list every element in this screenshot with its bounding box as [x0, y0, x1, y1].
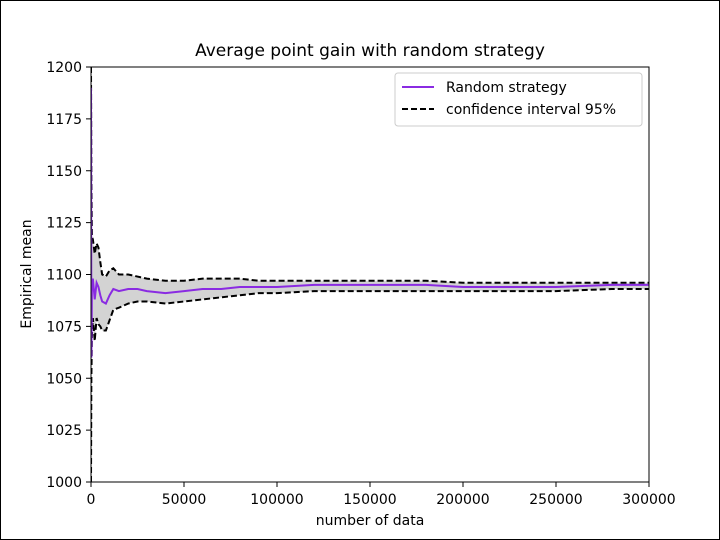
y-tick-label: 1125	[46, 216, 82, 232]
y-tick-label: 1075	[46, 319, 82, 335]
y-tick-label: 1175	[46, 112, 82, 128]
confidence-band-fill	[91, 67, 649, 482]
x-axis-label: number of data	[316, 513, 425, 529]
x-tick-label: 50000	[162, 492, 207, 508]
x-tick-label: 0	[87, 492, 96, 508]
x-tick-label: 300000	[622, 492, 675, 508]
x-tick-label: 200000	[436, 492, 489, 508]
legend-entry-confidence-interval: confidence interval 95%	[446, 102, 616, 118]
x-tick-label: 150000	[343, 492, 396, 508]
legend-box	[394, 72, 643, 127]
ci-lower-line	[91, 288, 649, 482]
ci-upper-line	[91, 67, 649, 284]
y-tick-label: 1000	[46, 475, 82, 491]
y-tick-label: 1150	[46, 164, 82, 180]
x-tick-label: 100000	[250, 492, 303, 508]
plot-area	[90, 66, 650, 483]
y-tick-label: 1200	[46, 60, 82, 76]
chart-title: Average point gain with random strategy	[195, 41, 545, 61]
series-random-strategy-line	[91, 87, 649, 358]
y-tick-label: 1025	[46, 423, 82, 439]
x-tick-label: 250000	[529, 492, 582, 508]
legend: Random strategy confidence interval 95%	[394, 72, 643, 127]
y-axis-label: Empirical mean	[19, 219, 35, 328]
y-tick-label: 1100	[46, 268, 82, 284]
legend-entry-random-strategy: Random strategy	[446, 80, 567, 96]
y-tick-label: 1050	[46, 371, 82, 387]
